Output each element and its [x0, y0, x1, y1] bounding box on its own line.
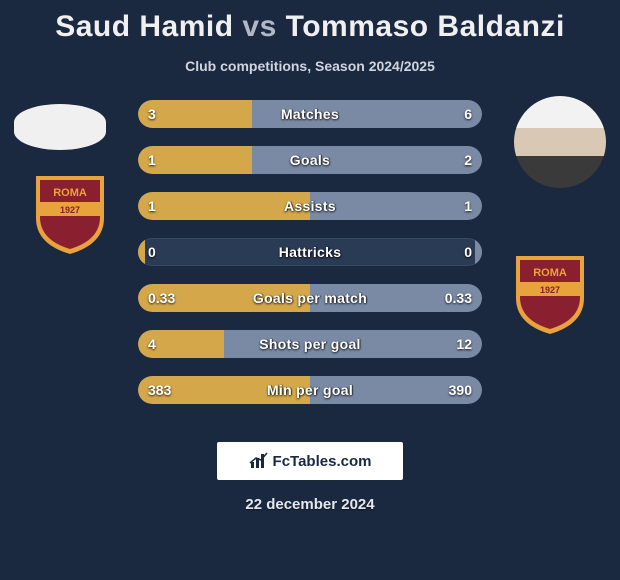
player1-name: Saud Hamid: [55, 10, 233, 43]
player1-photo: [14, 104, 106, 150]
stats-area: ROMA 1927 ROMA 1927 36Matches 12Goals 11As…: [0, 100, 620, 430]
svg-text:ROMA: ROMA: [53, 187, 87, 199]
stat-label: Assists: [138, 192, 482, 220]
stat-row: 00Hattricks: [138, 238, 482, 266]
brand-box[interactable]: FcTables.com: [217, 442, 403, 480]
stat-row: 12Goals: [138, 146, 482, 174]
player2-name: Tommaso Baldanzi: [286, 10, 565, 43]
player2-club-badge: ROMA 1927: [510, 252, 590, 336]
stat-row: 36Matches: [138, 100, 482, 128]
roma-badge-icon: ROMA 1927: [510, 252, 590, 336]
roma-badge-icon: ROMA 1927: [30, 172, 110, 256]
stat-label: Goals: [138, 146, 482, 174]
stat-row: 0.330.33Goals per match: [138, 284, 482, 312]
stat-label: Min per goal: [138, 376, 482, 404]
vs-text: vs: [242, 10, 276, 43]
date-text: 22 december 2024: [0, 496, 620, 513]
subtitle: Club competitions, Season 2024/2025: [0, 58, 620, 74]
player1-club-badge: ROMA 1927: [30, 172, 110, 256]
svg-text:1927: 1927: [540, 285, 560, 295]
player2-photo: [514, 96, 606, 188]
comparison-title: Saud Hamid vs Tommaso Baldanzi: [0, 0, 620, 44]
stat-label: Hattricks: [138, 238, 482, 266]
chart-icon: [249, 452, 269, 470]
stat-bars: 36Matches 12Goals 11Assists 00Hattricks 0.33…: [138, 100, 482, 422]
stat-label: Shots per goal: [138, 330, 482, 358]
svg-text:ROMA: ROMA: [533, 267, 567, 279]
stat-row: 383390Min per goal: [138, 376, 482, 404]
stat-label: Matches: [138, 100, 482, 128]
stat-row: 412Shots per goal: [138, 330, 482, 358]
brand-text: FcTables.com: [273, 453, 372, 470]
svg-text:1927: 1927: [60, 205, 80, 215]
stat-row: 11Assists: [138, 192, 482, 220]
stat-label: Goals per match: [138, 284, 482, 312]
